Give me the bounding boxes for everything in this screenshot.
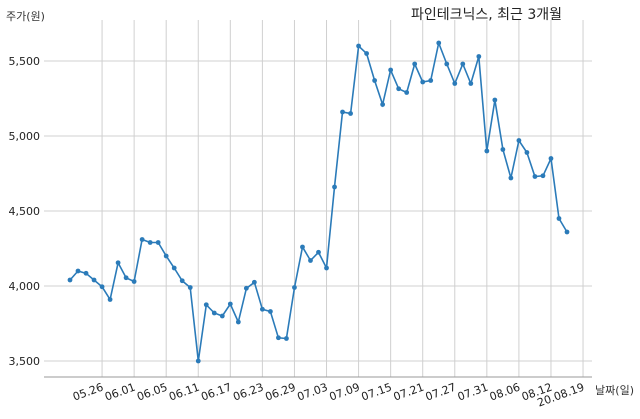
y-tick-label: 4,500 [9,205,41,218]
data-point [292,285,297,290]
data-point [155,240,161,245]
data-point [516,138,522,143]
data-point [67,277,73,283]
chart-title: 파인테크닉스, 최근 3개월 [410,7,562,23]
data-point [227,301,233,307]
data-point [316,249,321,255]
data-point [500,147,506,152]
data-point [251,279,257,285]
x-tick-label: 07.09 [328,381,362,404]
data-point [484,148,490,154]
data-point [203,302,209,308]
x-tick-label: 08.06 [488,381,522,404]
x-tick-label: 06.01 [103,381,137,404]
data-point [332,184,337,190]
data-point [436,40,442,46]
data-point [420,79,426,85]
data-point [524,150,530,155]
data-point [380,102,386,107]
data-point [179,278,185,284]
data-point [444,61,450,67]
data-point [348,111,353,116]
data-point [259,306,265,312]
x-tick-label: 05.26 [71,381,105,404]
data-point [123,275,129,281]
data-point [91,277,97,283]
y-axis-label: 주가(원) [6,10,45,23]
data-point [324,265,329,271]
data-point [115,260,121,266]
data-point [131,279,137,284]
y-tick-label: 5,000 [9,130,41,143]
data-point [163,253,169,259]
data-point [508,175,514,181]
data-point [195,358,201,364]
data-point [476,54,482,59]
data-point [211,310,217,316]
data-point [243,285,249,291]
x-tick-label: 06.23 [231,381,265,404]
data-point [107,297,113,302]
data-point [492,97,498,103]
data-point [300,244,305,250]
x-tick-label: 07.15 [360,381,394,404]
data-point [147,240,153,245]
data-point [187,285,193,290]
x-tick-label: 07.21 [392,381,426,404]
data-point [83,270,89,276]
data-point [564,229,570,235]
price-series-line [69,40,568,362]
data-point [276,335,281,341]
data-point [532,174,538,179]
data-point [548,156,554,161]
data-point [404,90,410,95]
data-point [356,43,361,49]
data-point [388,67,394,73]
data-point [372,78,378,83]
x-tick-label: 07.03 [295,381,329,404]
data-point [468,81,474,86]
data-point [268,309,273,314]
y-tick-label: 4,000 [9,280,41,293]
x-tick-label: 06.17 [199,381,233,404]
data-point [235,319,241,325]
data-point [308,258,313,263]
x-tick-label: 07.31 [456,381,490,404]
data-point [171,265,177,271]
x-tick-label: 06.11 [167,381,201,404]
x-tick-label: 06.29 [263,381,297,404]
data-point [428,78,434,83]
data-point [540,173,546,179]
data-point [412,61,418,67]
data-point [340,109,345,115]
data-point [99,284,105,290]
data-point [139,237,145,242]
data-point [460,61,466,67]
data-point [452,81,458,86]
y-tick-label: 5,500 [9,55,41,68]
data-point [364,51,369,56]
data-point [284,336,289,341]
x-tick-label: 06.05 [135,381,169,404]
data-point [219,313,225,319]
data-point [556,216,562,221]
y-tick-label: 3,500 [9,355,41,368]
x-tick-label: 07.27 [424,381,458,404]
data-point [75,268,81,274]
data-point [396,86,402,92]
x-axis-label: 날짜(일) [595,384,634,397]
